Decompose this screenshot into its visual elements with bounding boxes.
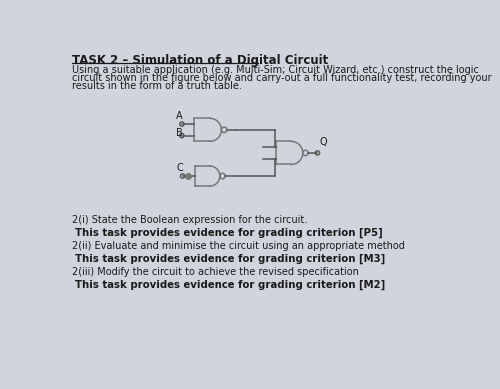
Text: This task provides evidence for grading criterion [M3]: This task provides evidence for grading … [75, 254, 385, 264]
Text: C: C [176, 163, 183, 173]
Text: This task provides evidence for grading criterion [P5]: This task provides evidence for grading … [75, 228, 382, 238]
Text: Q: Q [319, 137, 326, 147]
Text: 2(i) State the Boolean expression for the circuit.: 2(i) State the Boolean expression for th… [72, 215, 307, 224]
Text: Using a suitable application (e.g. Multi-Sim; Circuit Wizard, etc.) construct th: Using a suitable application (e.g. Multi… [72, 65, 478, 75]
Text: A: A [176, 111, 182, 121]
Circle shape [180, 122, 184, 126]
Text: B: B [176, 128, 182, 138]
Circle shape [180, 174, 185, 178]
Circle shape [180, 133, 184, 138]
Circle shape [303, 150, 308, 156]
Text: results in the form of a truth table.: results in the form of a truth table. [72, 81, 241, 91]
Circle shape [316, 151, 320, 155]
Text: 2(iii) Modify the circuit to achieve the revised specification: 2(iii) Modify the circuit to achieve the… [72, 267, 358, 277]
Text: circuit shown in the figure below and carry-out a full functionality test, recor: circuit shown in the figure below and ca… [72, 73, 492, 83]
Text: 2(ii) Evaluate and minimise the circuit using an appropriate method: 2(ii) Evaluate and minimise the circuit … [72, 241, 404, 251]
Circle shape [220, 173, 225, 179]
Circle shape [222, 127, 227, 133]
Text: This task provides evidence for grading criterion [M2]: This task provides evidence for grading … [75, 280, 385, 290]
Text: TASK 2 – Simulation of a Digital Circuit: TASK 2 – Simulation of a Digital Circuit [72, 54, 328, 67]
